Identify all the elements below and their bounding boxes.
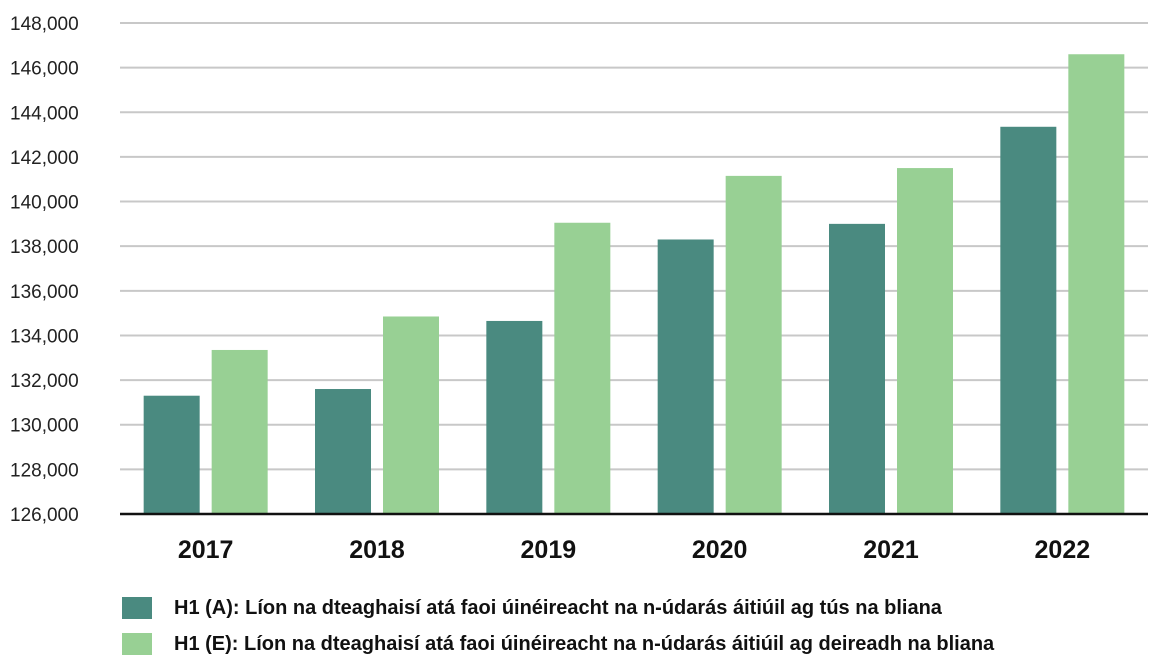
y-tick-label: 138,000 (10, 237, 79, 258)
y-axis: 126,000 128,000 130,000 132,000 134,000 136,0… (10, 14, 79, 526)
y-tick-label: 148,000 (10, 14, 79, 35)
legend-label-series-a: H1 (A): Líon na dteaghaisí atá faoi úiné… (174, 596, 942, 619)
bar-e-2022 (1068, 54, 1125, 514)
y-tick-label: 136,000 (10, 282, 79, 303)
y-tick-label: 128,000 (10, 460, 79, 481)
x-tick-label: 2021 (863, 536, 919, 564)
x-tick-label: 2017 (178, 536, 234, 564)
bars (143, 54, 1125, 515)
bar-a-2021 (829, 223, 885, 514)
y-tick-label: 142,000 (10, 148, 79, 169)
legend-swatch-series-a (122, 597, 152, 619)
legend-label-series-e: H1 (E): Líon na dteaghaisí atá faoi úiné… (174, 632, 995, 655)
legend: H1 (A): Líon na dteaghaisí atá faoi úiné… (122, 590, 994, 662)
y-tick-label: 140,000 (10, 193, 79, 214)
bar-e-2019 (554, 222, 611, 514)
bar-e-2018 (383, 316, 439, 514)
bar-a-2020 (657, 239, 714, 514)
y-tick-label: 126,000 (10, 505, 79, 526)
y-tick-label: 132,000 (10, 371, 79, 392)
x-tick-label: 2020 (692, 536, 748, 564)
y-tick-label: 130,000 (10, 416, 79, 437)
gridlines (120, 22, 1148, 471)
bar-chart: 126,000 128,000 130,000 132,000 134,000 136,0… (10, 14, 1148, 564)
bar-a-2022 (1000, 126, 1057, 515)
x-tick-label: 2019 (521, 536, 577, 564)
bar-a-2018 (315, 389, 371, 514)
x-tick-label: 2022 (1035, 536, 1091, 564)
bar-a-2017 (143, 395, 200, 514)
x-tick-label: 2018 (349, 536, 405, 564)
bar-e-2017 (211, 349, 268, 514)
legend-item-series-a: H1 (A): Líon na dteaghaisí atá faoi úiné… (122, 590, 994, 626)
bar-e-2020 (725, 175, 782, 514)
y-tick-label: 134,000 (10, 326, 79, 347)
legend-swatch-series-e (122, 633, 152, 655)
legend-item-series-e: H1 (E): Líon na dteaghaisí atá faoi úiné… (122, 626, 994, 662)
bar-e-2021 (897, 168, 953, 514)
y-tick-label: 146,000 (10, 59, 79, 80)
y-tick-label: 144,000 (10, 103, 79, 124)
bar-a-2019 (486, 320, 543, 514)
x-axis: 2017 2018 2019 2020 2021 2022 (120, 512, 1148, 564)
